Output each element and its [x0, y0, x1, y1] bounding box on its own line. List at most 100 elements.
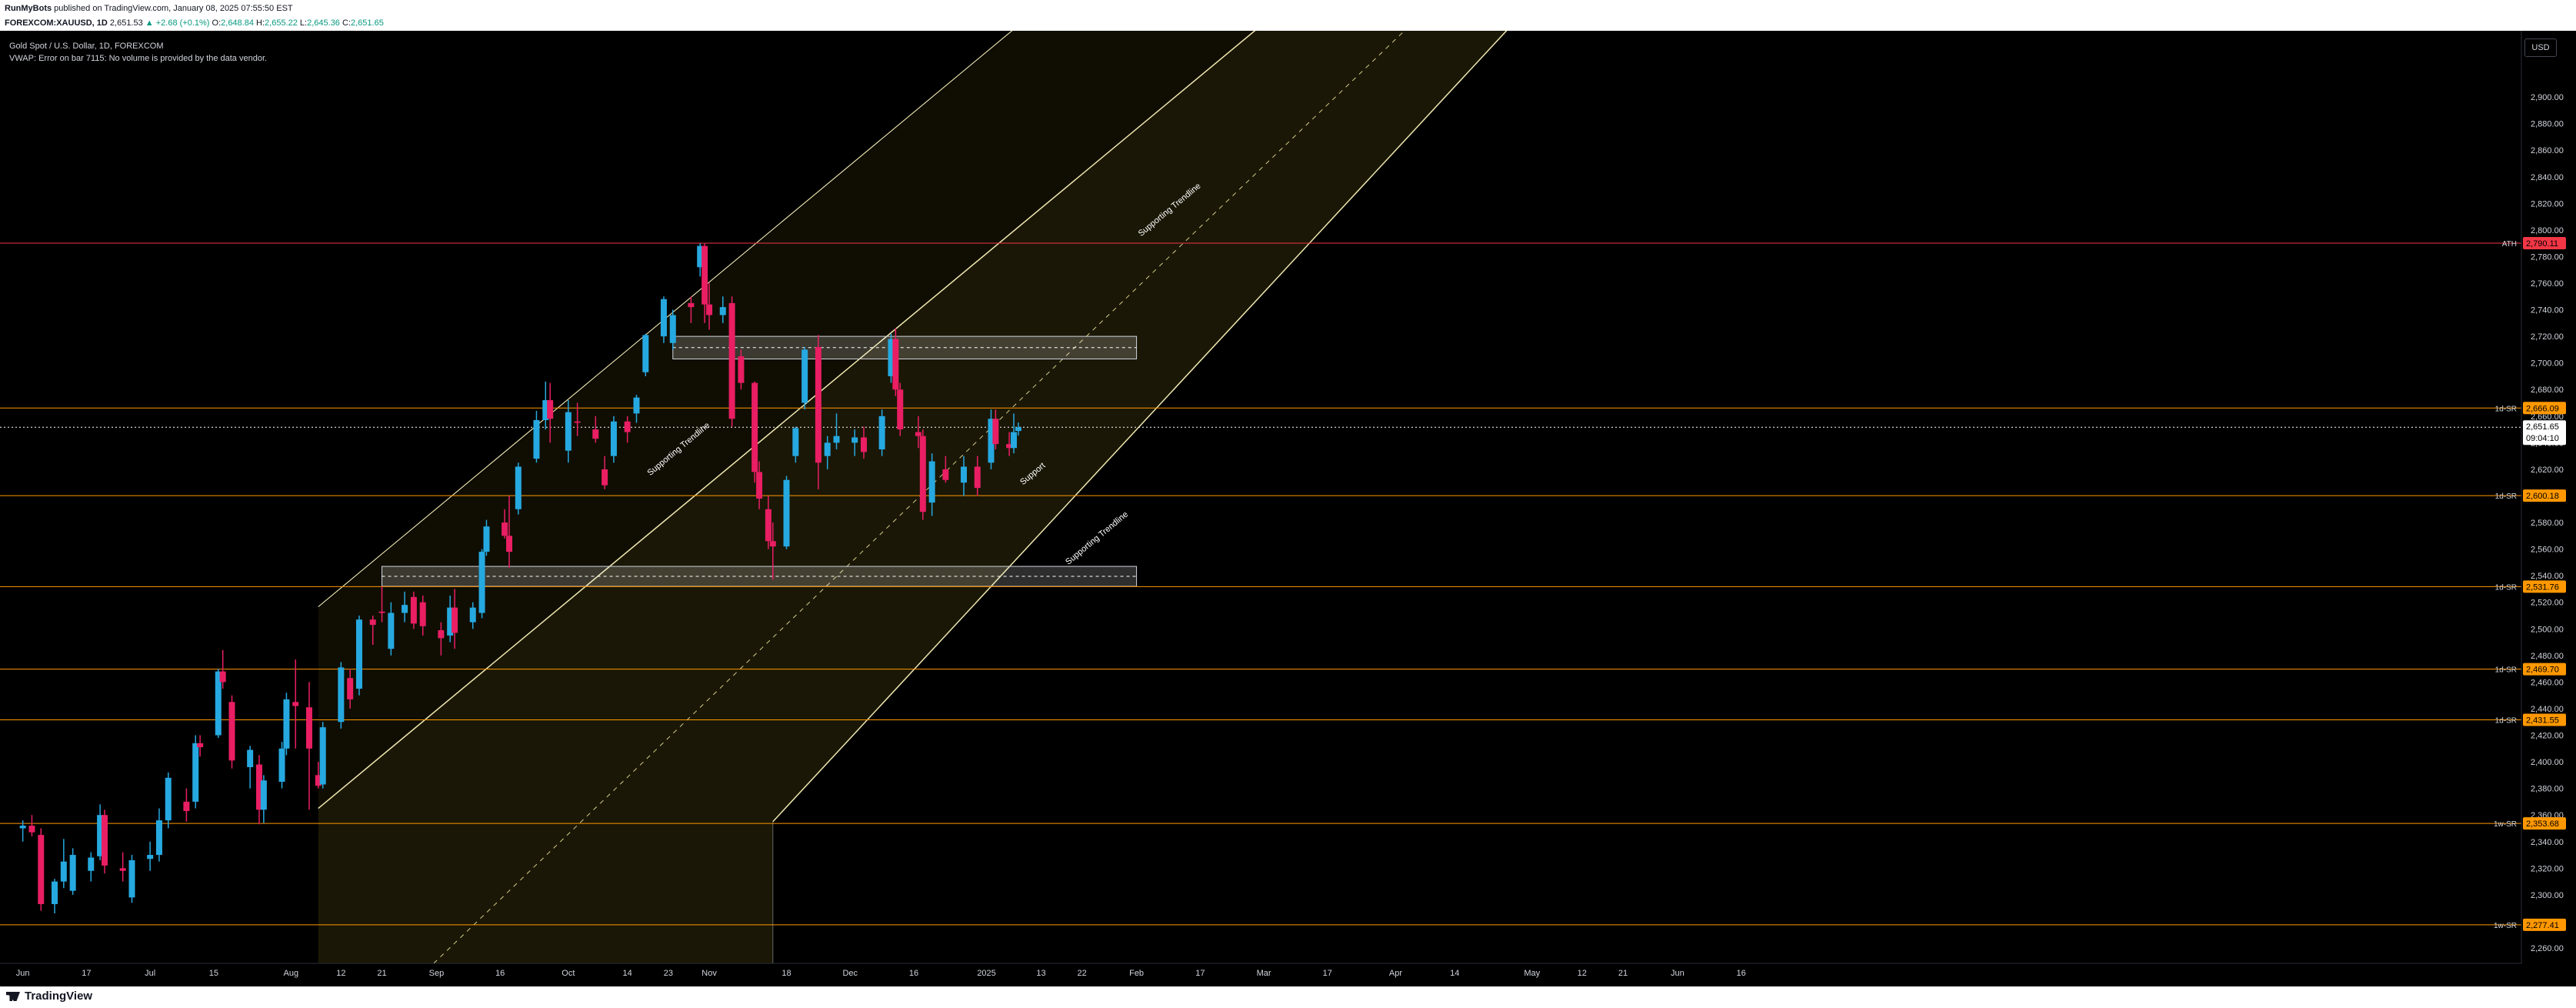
time-tick-label: 21: [1618, 969, 1628, 978]
candle-body: [419, 602, 426, 626]
price-tick-label: 2,900.00: [2531, 93, 2564, 102]
time-tick-label: Apr: [1389, 969, 1402, 978]
sr-level-label: 1d-SR: [2495, 492, 2517, 501]
candles-layer: [19, 243, 1021, 914]
candle-body: [52, 881, 58, 904]
candle-body: [283, 699, 290, 749]
price-tick-label: 2,680.00: [2531, 386, 2564, 395]
candle-body: [961, 466, 968, 483]
candle-body: [919, 436, 926, 512]
candle-body: [410, 596, 417, 624]
candle-body: [701, 245, 708, 305]
price-tick-label: 2,660.00: [2531, 412, 2564, 422]
chart-legend: Gold Spot / U.S. Dollar, 1D, FOREXCOM VW…: [9, 40, 267, 65]
sr-level-price: 2,666.09: [2526, 404, 2559, 413]
candle-body: [765, 509, 771, 542]
sr-level-label: 1d-SR: [2495, 583, 2517, 592]
sr-level-price-tag: [2523, 713, 2566, 726]
author-name[interactable]: RunMyBots: [5, 4, 52, 13]
candle-body: [305, 707, 312, 749]
candle-body: [278, 748, 285, 782]
candle-body: [974, 466, 981, 489]
candle-body: [97, 815, 104, 856]
candle-body: [347, 678, 354, 699]
price-tick-label: 2,400.00: [2531, 758, 2564, 767]
price-tick-label: 2,320.00: [2531, 864, 2564, 873]
sr-level-price-tag: [2523, 236, 2566, 249]
footer-bar: [0, 986, 2576, 1008]
candle-body: [851, 437, 858, 443]
candle-body: [147, 855, 154, 859]
candle-body: [447, 607, 454, 636]
ohlc-high: 2,655.22: [265, 18, 298, 28]
time-tick-label: Jun: [16, 969, 30, 978]
time-tick-label: 2025: [977, 969, 995, 978]
time-tick-label: 21: [377, 969, 386, 978]
candle-body: [888, 339, 895, 376]
candle-body: [319, 727, 326, 785]
candle-body: [833, 436, 840, 443]
price-tick-label: 2,260.00: [2531, 944, 2564, 953]
candle-body: [155, 820, 162, 856]
price-tick-label: 2,580.00: [2531, 519, 2564, 528]
time-tick-label: Oct: [562, 969, 575, 978]
time-tick-label: 14: [1450, 969, 1459, 978]
price-axis: 2,260.002,280.002,300.002,320.002,340.00…: [2521, 31, 2576, 986]
time-tick-label: Feb: [1129, 969, 1144, 978]
candle-body: [728, 302, 735, 419]
candle-body: [128, 859, 135, 898]
price-tick-label: 2,620.00: [2531, 466, 2564, 475]
sr-level-price-tag: [2523, 817, 2566, 830]
candle-body: [815, 346, 821, 463]
candle-body: [565, 412, 572, 451]
candle-body: [483, 526, 490, 552]
candle-body: [688, 302, 695, 308]
candle-body: [165, 777, 172, 821]
sr-level-price: 2,790.11: [2526, 239, 2558, 249]
current-price-countdown: 09:04:10: [2526, 434, 2559, 443]
price-tick-label: 2,440.00: [2531, 705, 2564, 714]
sr-level-price-tag: [2523, 918, 2566, 931]
sr-level-label: 1w-SR: [2494, 922, 2517, 930]
candle-body: [438, 630, 445, 639]
time-tick-label: Mar: [1257, 969, 1271, 978]
candle-body: [706, 304, 713, 315]
time-tick-label: Jul: [145, 969, 155, 978]
sr-level-price: 2,531.76: [2526, 582, 2559, 592]
currency-button[interactable]: USD: [2524, 38, 2557, 57]
candle-body: [255, 764, 262, 810]
sr-level-label: 1d-SR: [2495, 666, 2517, 675]
price-tick-label: 2,720.00: [2531, 332, 2564, 342]
candle-body: [228, 702, 235, 761]
candle-body: [878, 416, 885, 449]
price-tick-label: 2,780.00: [2531, 252, 2564, 262]
candle-body: [192, 743, 199, 802]
channel-top-line: [318, 31, 1013, 608]
candle-body: [1015, 427, 1021, 432]
candle-body: [769, 541, 776, 547]
price-tick-label: 2,740.00: [2531, 306, 2564, 315]
sr-level-price: 2,431.55: [2526, 716, 2559, 726]
ohlc-low-label: L:: [299, 18, 308, 28]
candle-body: [378, 611, 385, 613]
sr-level-price: 2,469.70: [2526, 666, 2559, 675]
current-price-tag: [2523, 420, 2566, 446]
price-chart[interactable]: ATH 2,790.11 1d-SR 2,666.09 1d-SR 2,600.18 1d-…: [0, 31, 2576, 986]
channel-fill: [318, 31, 1507, 963]
sr-level-price: 2,600.18: [2526, 492, 2559, 501]
candle-body: [719, 307, 726, 315]
candle-body: [915, 432, 921, 436]
candle-body: [547, 400, 554, 419]
price-tick-label: 2,880.00: [2531, 120, 2564, 129]
candle-body: [783, 479, 790, 547]
candle-body: [19, 826, 26, 829]
ohlc-high-label: H:: [256, 18, 265, 28]
ohlc-low: 2,645.36: [307, 18, 340, 28]
time-tick-label: 16: [909, 969, 918, 978]
candle-body: [38, 835, 45, 904]
sr-level-price: 2,277.41: [2526, 921, 2559, 930]
candle-body: [751, 382, 758, 472]
tradingview-logo[interactable]: TradingView: [6, 990, 92, 1003]
candle-body: [897, 389, 904, 430]
candle-body: [624, 421, 631, 432]
